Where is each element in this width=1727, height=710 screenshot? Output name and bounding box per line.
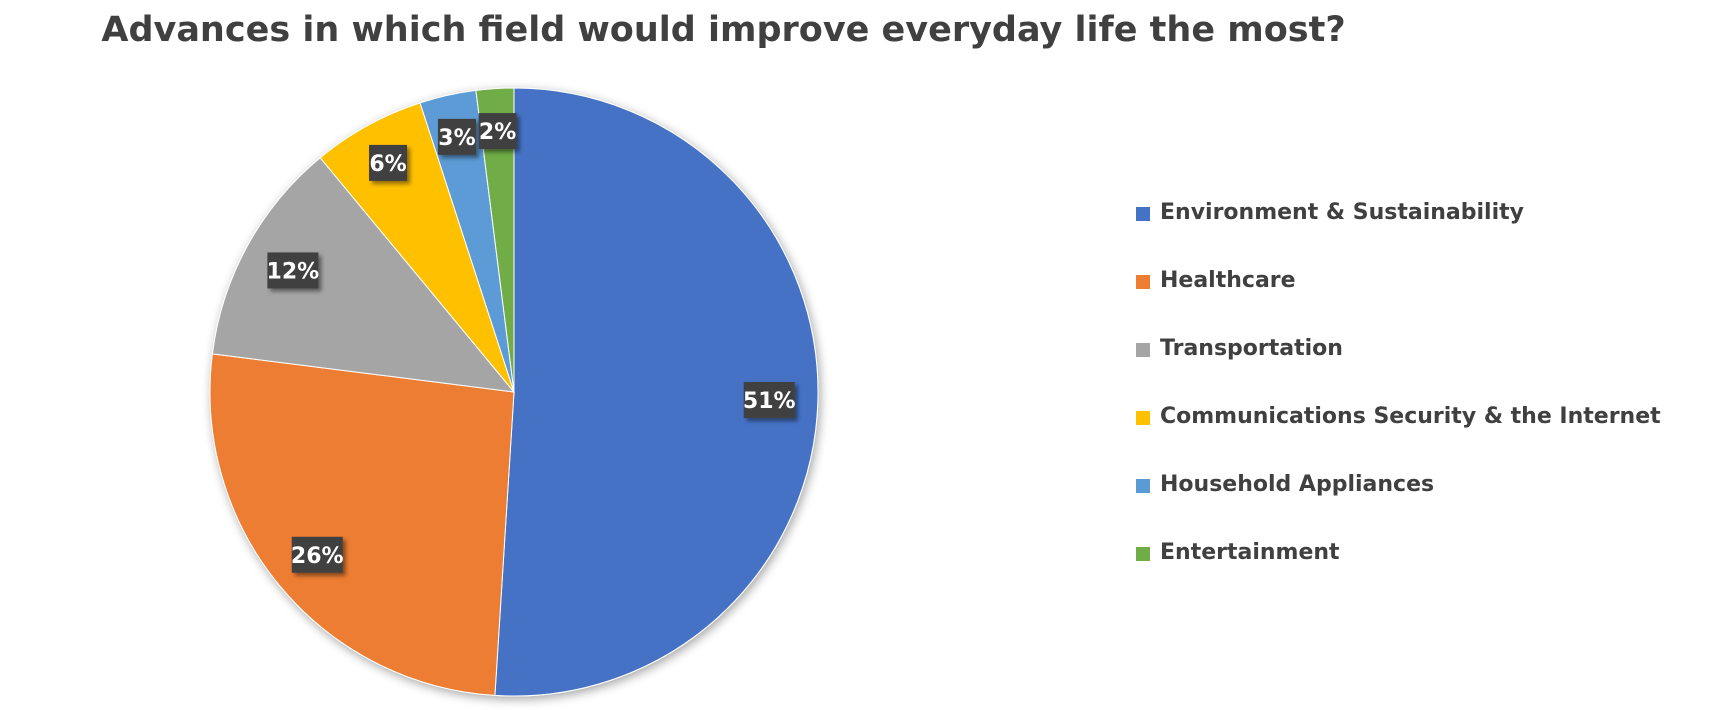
pie-slice-environment-and-sustainability — [494, 87, 819, 697]
legend-label: Household Appliances — [1160, 472, 1435, 497]
legend-label: Healthcare — [1160, 268, 1296, 293]
legend-label: Environment & Sustainability — [1160, 200, 1524, 225]
pie-slices — [209, 87, 819, 697]
data-label-box — [267, 252, 319, 289]
data-label-environment-and-sustainability: 51% — [743, 382, 796, 419]
legend-swatch — [1136, 411, 1150, 425]
data-label-entertainment: 2% — [478, 113, 517, 150]
data-label-text: 6% — [369, 152, 406, 177]
legend-swatch — [1136, 275, 1150, 289]
data-label-text: 2% — [479, 120, 516, 145]
data-label-text: 51% — [743, 389, 796, 414]
pie-slice-transportation — [211, 157, 516, 393]
chart-title: Advances in which field would improve ev… — [101, 10, 1346, 50]
pie-data-labels: 51% 26% 12% 6% 3% 2% — [267, 113, 796, 573]
data-label-transportation: 12% — [267, 252, 320, 289]
pie-slice-entertainment — [475, 87, 515, 393]
data-label-communications-security-and-the-internet: 6% — [369, 144, 408, 181]
data-label-healthcare: 26% — [291, 536, 344, 573]
legend-label: Transportation — [1160, 336, 1343, 361]
data-label-household-appliances: 3% — [437, 118, 476, 155]
data-label-text: 3% — [438, 126, 475, 151]
data-label-box — [478, 113, 517, 150]
data-label-box — [437, 118, 476, 155]
pie-slice-healthcare — [209, 353, 515, 696]
data-label-text: 26% — [291, 544, 344, 569]
legend-swatch — [1136, 479, 1150, 493]
legend-swatch — [1136, 547, 1150, 561]
data-label-box — [743, 382, 795, 419]
legend-label: Communications Security & the Internet — [1160, 404, 1661, 429]
data-label-box — [291, 536, 343, 573]
data-label-text: 12% — [267, 259, 320, 284]
data-label-box — [369, 144, 408, 181]
legend-swatch — [1136, 207, 1150, 221]
legend-swatch — [1136, 343, 1150, 357]
legend-label: Entertainment — [1160, 540, 1340, 565]
